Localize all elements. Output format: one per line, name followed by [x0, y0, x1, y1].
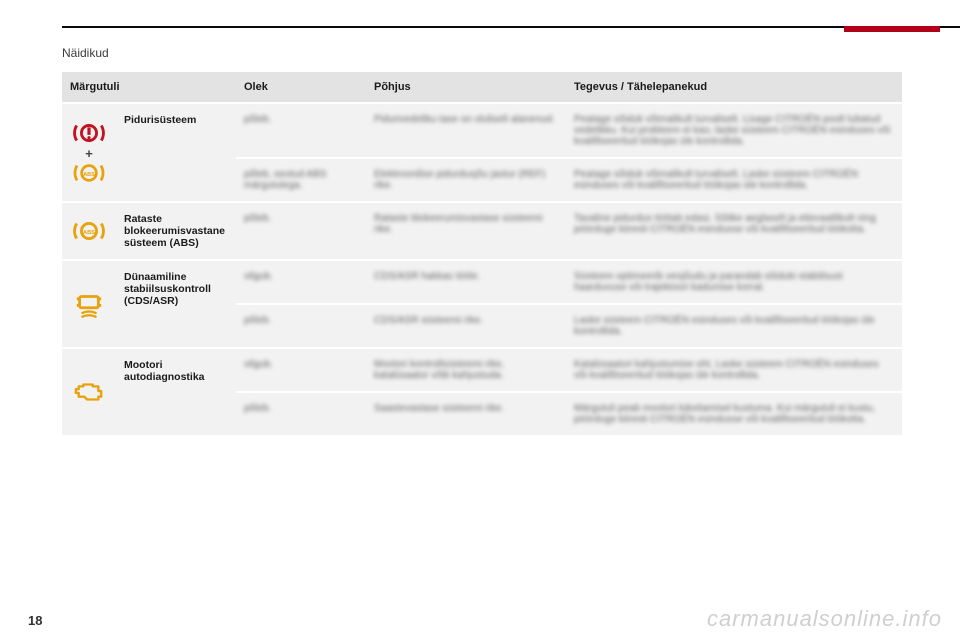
watermark: carmanualsonline.info [707, 606, 942, 632]
cell-action: Laske süsteem CITROËN esinduses või kval… [566, 304, 902, 348]
cell-state: põleb. [236, 202, 366, 260]
table-row: ABS Rataste blokeerumisvastane süsteem (… [62, 202, 902, 260]
esp-icon [72, 289, 106, 319]
th-action: Tegevus / Tähelepanekud [566, 72, 902, 103]
table-row: Dünaamiline stabiilsuskontroll (CDS/ASR)… [62, 260, 902, 304]
abs-icon: ABS [72, 219, 106, 243]
th-state: Olek [236, 72, 366, 103]
top-rule [62, 26, 960, 28]
accent-bar [844, 26, 940, 32]
cell-icon: ABS [62, 202, 116, 260]
cell-cause: CDS/ASR hakkas tööle. [366, 260, 566, 304]
plus-icon: + [66, 147, 112, 160]
svg-text:ABS: ABS [83, 230, 95, 236]
cell-state: põleb. [236, 392, 366, 435]
cell-name: Dünaamiline stabiilsuskontroll (CDS/ASR) [116, 260, 236, 348]
page-number: 18 [28, 613, 42, 628]
indicator-table-wrap: Märgutuli Olek Põhjus Tegevus / Tähelepa… [62, 72, 902, 435]
table-row: Mootori autodiagnostika vilgub. Mootori … [62, 348, 902, 392]
section-label: Näidikud [62, 46, 109, 60]
table-header-row: Märgutuli Olek Põhjus Tegevus / Tähelepa… [62, 72, 902, 103]
cell-state: põleb, seotud ABS märgutulega. [236, 158, 366, 202]
cell-icon: + ABS [62, 103, 116, 202]
engine-icon [74, 380, 104, 404]
cell-cause: Mootori kontrollsüsteemi rike, katalüsaa… [366, 348, 566, 392]
table-row: + ABS Pidurisüsteem põleb. Pidurivedelik… [62, 103, 902, 158]
th-indicator: Märgutuli [62, 72, 236, 103]
cell-state: vilgub. [236, 348, 366, 392]
cell-action: Peatage sõiduk võimalikult turvaliselt. … [566, 103, 902, 158]
indicator-table: Märgutuli Olek Põhjus Tegevus / Tähelepa… [62, 72, 902, 435]
cell-action: Peatage sõiduk võimalikult turvaliselt. … [566, 158, 902, 202]
brake-icon [72, 121, 106, 145]
cell-cause: Saastevastase süsteemi rike. [366, 392, 566, 435]
cell-name: Mootori autodiagnostika [116, 348, 236, 435]
cell-state: põleb. [236, 103, 366, 158]
cell-action: Süsteem optimeerib veojõudu ja parandab … [566, 260, 902, 304]
cell-state: vilgub. [236, 260, 366, 304]
cell-action: Märgutuli peab mootori käivitamisel kust… [566, 392, 902, 435]
cell-icon [62, 260, 116, 348]
cell-name: Rataste blokeerumisvastane süsteem (ABS) [116, 202, 236, 260]
cell-icon [62, 348, 116, 435]
cell-cause: CDS/ASR süsteemi rike. [366, 304, 566, 348]
cell-cause: Pidurivedeliku tase on oluliselt alanenu… [366, 103, 566, 158]
svg-text:ABS: ABS [83, 172, 95, 178]
cell-state: põleb. [236, 304, 366, 348]
cell-name: Pidurisüsteem [116, 103, 236, 202]
cell-action: Katalüsaatori kahjustumise oht. Laske sü… [566, 348, 902, 392]
cell-cause: Elektroonilise pidurdusjõu jaotur (REF) … [366, 158, 566, 202]
cell-cause: Rataste blokeerumisvastase süsteemi rike… [366, 202, 566, 260]
abs-sub-icon: ABS [72, 162, 106, 184]
th-cause: Põhjus [366, 72, 566, 103]
cell-action: Tavaline pidurdus töötab edasi. Sõitke a… [566, 202, 902, 260]
